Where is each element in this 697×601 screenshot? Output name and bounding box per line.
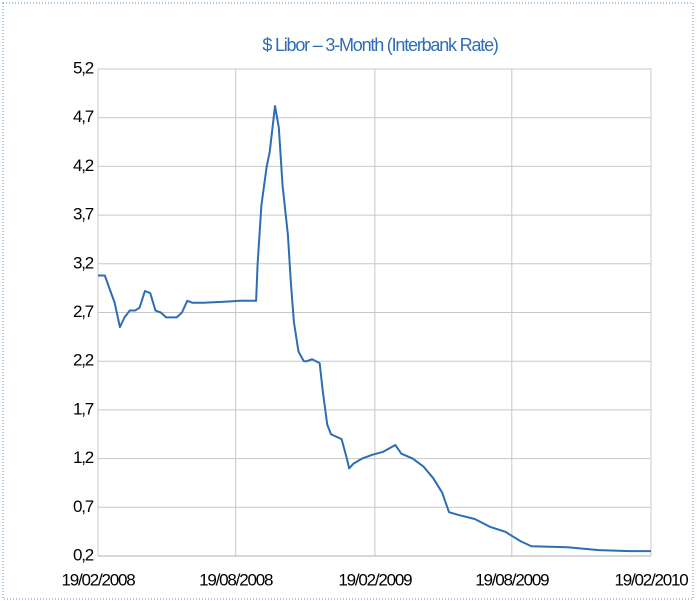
- y-tick-label: 3,2: [73, 253, 94, 272]
- y-tick-label: 2,7: [73, 302, 94, 321]
- y-tick-label: 2,2: [73, 351, 94, 370]
- y-tick-label: 4,2: [73, 156, 94, 175]
- line-series: [98, 105, 651, 553]
- x-tick-label: 19/02/2009: [338, 570, 412, 589]
- chart-title: $ Libor – 3-Month (Interbank Rate): [262, 35, 498, 55]
- y-tick-label: 1,7: [73, 399, 94, 418]
- y-tick-label: 0,7: [73, 497, 94, 516]
- x-tick-label: 19/02/2010: [614, 570, 688, 589]
- y-tick-label: 0,2: [73, 545, 94, 564]
- y-tick-label: 1,2: [73, 448, 94, 467]
- x-tick-label: 19/08/2008: [199, 570, 273, 589]
- y-tick-label: 4,7: [73, 107, 94, 126]
- x-tick-label: 19/08/2009: [475, 570, 549, 589]
- y-tick-label: 5,2: [73, 58, 94, 77]
- y-tick-label: 3,7: [73, 205, 94, 224]
- x-tick-label: 19/02/2008: [61, 570, 135, 589]
